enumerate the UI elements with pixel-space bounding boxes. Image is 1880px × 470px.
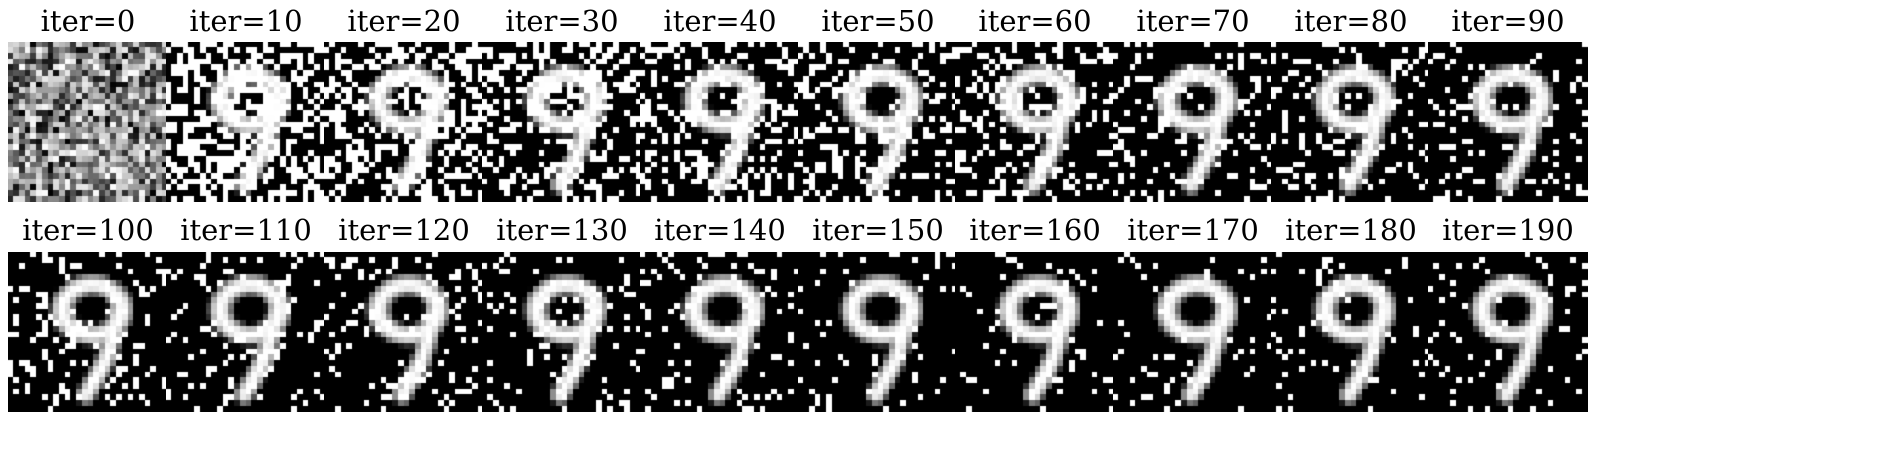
panel-title: iter=30 (505, 4, 619, 38)
panel-title: iter=100 (22, 213, 154, 247)
panel-title: iter=190 (1442, 213, 1574, 247)
panel-title: iter=0 (40, 4, 136, 38)
generated-digit-image (1428, 252, 1588, 412)
generated-digit-image (8, 252, 168, 412)
panel-title: iter=160 (969, 213, 1101, 247)
generated-digit-image (1271, 252, 1431, 412)
generated-digit-image (482, 42, 642, 202)
generated-digit-image (324, 42, 484, 202)
generated-digit-image (798, 42, 958, 202)
panel-title: iter=120 (338, 213, 470, 247)
panel-title: iter=130 (496, 213, 628, 247)
panel-title: iter=10 (189, 4, 303, 38)
generated-digit-image (166, 252, 326, 412)
generated-digit-image (955, 42, 1115, 202)
panel-title: iter=40 (663, 4, 777, 38)
panel-title: iter=180 (1285, 213, 1417, 247)
panel-title: iter=50 (821, 4, 935, 38)
generated-digit-image (482, 252, 642, 412)
panel-title: iter=110 (180, 213, 312, 247)
generated-digit-image (955, 252, 1115, 412)
panel-title: iter=80 (1294, 4, 1408, 38)
panel-title: iter=60 (978, 4, 1092, 38)
generated-digit-image (166, 42, 326, 202)
panel-title: iter=170 (1127, 213, 1259, 247)
panel-title: iter=140 (654, 213, 786, 247)
generated-digit-image (1113, 42, 1273, 202)
generated-digit-image (1428, 42, 1588, 202)
panel-title: iter=20 (347, 4, 461, 38)
panel-title: iter=150 (812, 213, 944, 247)
generated-digit-image (1113, 252, 1273, 412)
generated-digit-image (1271, 42, 1431, 202)
panel-title: iter=70 (1136, 4, 1250, 38)
generated-digit-image (640, 252, 800, 412)
generated-digit-image (798, 252, 958, 412)
generated-digit-image (8, 42, 168, 202)
panel-title: iter=90 (1451, 4, 1565, 38)
generated-digit-image (640, 42, 800, 202)
generated-digit-image (324, 252, 484, 412)
